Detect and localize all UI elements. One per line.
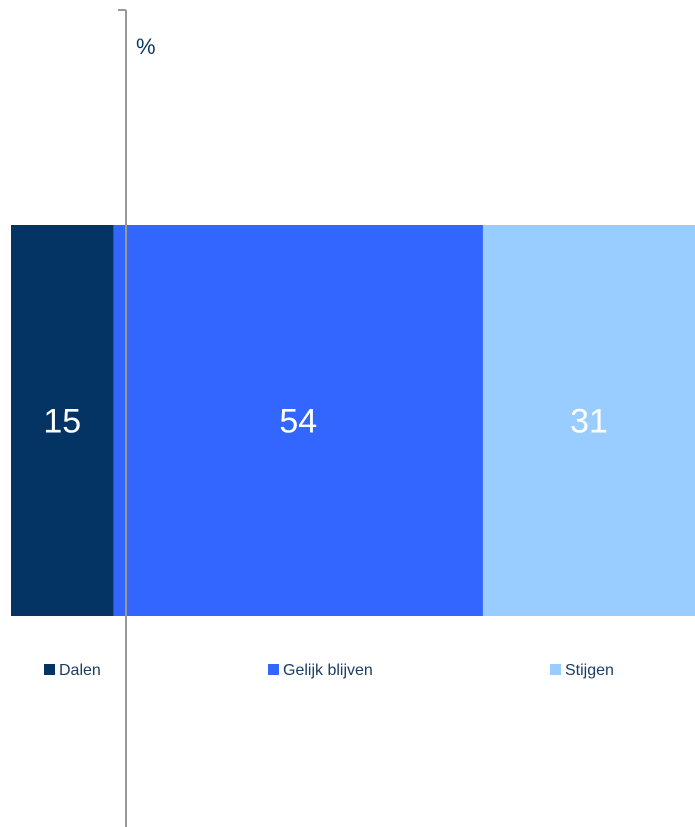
bar-segments: [11, 225, 695, 616]
legend-label-1: Gelijk blijven: [283, 662, 373, 679]
bar-segment-0: [11, 225, 114, 616]
legend-swatch-2: [550, 664, 561, 675]
segment-labels: 15 54 31: [43, 403, 608, 441]
legend-label-0: Dalen: [59, 662, 101, 679]
legend: Dalen Gelijk blijven Stijgen: [44, 662, 614, 679]
data-label-2: 31: [570, 403, 608, 441]
legend-swatch-0: [44, 664, 55, 675]
unit-label: %: [136, 34, 156, 59]
bar-segment-2: [482, 225, 695, 616]
legend-label-2: Stijgen: [565, 662, 614, 679]
data-label-0: 15: [43, 403, 81, 441]
data-label-1: 54: [279, 403, 317, 441]
legend-swatch-1: [268, 664, 279, 675]
bar-segment-1: [113, 225, 483, 616]
